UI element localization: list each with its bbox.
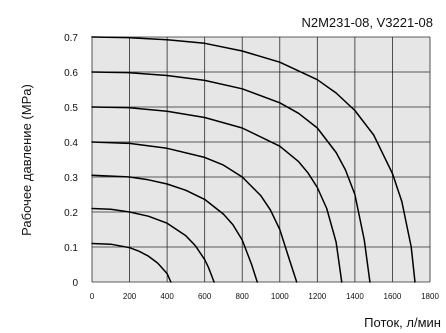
- series-lines: [91, 36, 416, 283]
- grid-lines: [91, 36, 431, 283]
- y-tick-label: 0: [72, 278, 78, 289]
- chart-title: N2M231-08, V3221-08: [301, 15, 433, 30]
- y-tick-label: 0.7: [64, 33, 78, 44]
- x-tick-label: 1400: [346, 292, 364, 301]
- x-tick-label: 400: [160, 292, 174, 301]
- y-tick-label: 0.3: [64, 173, 78, 184]
- x-tick-label: 200: [123, 292, 137, 301]
- y-tick-label: 0.6: [64, 68, 78, 79]
- series-line-4: [91, 141, 298, 283]
- x-tick-label: 1000: [271, 292, 289, 301]
- plot-background: [92, 37, 430, 282]
- series-line-2: [91, 207, 215, 283]
- x-tick-label: 800: [236, 292, 250, 301]
- x-axis-title: Поток, л/мин: [364, 315, 441, 330]
- y-tick-label: 0.1: [64, 243, 78, 254]
- y-tick-labels: 0 0.1 0.2 0.3 0.4 0.5 0.6 0.7: [64, 33, 78, 289]
- x-tick-label: 1800: [421, 292, 439, 301]
- x-tick-label: 600: [198, 292, 212, 301]
- series-line-3: [91, 174, 258, 283]
- series-line-1: [91, 242, 172, 283]
- series-line-5: [91, 106, 343, 283]
- y-axis-title: Рабочее давление (MPa): [19, 84, 34, 236]
- x-tick-labels: 0 200 400 600 800 1000 1200 1400 1600 1800: [90, 292, 440, 301]
- y-tick-label: 0.4: [64, 138, 78, 149]
- y-tick-label: 0.2: [64, 208, 78, 219]
- x-tick-label: 1600: [384, 292, 402, 301]
- series-line-7: [91, 36, 416, 283]
- series-line-6: [91, 71, 371, 283]
- y-tick-label: 0.5: [64, 103, 78, 114]
- x-tick-label: 1200: [308, 292, 326, 301]
- x-tick-label: 0: [90, 292, 95, 301]
